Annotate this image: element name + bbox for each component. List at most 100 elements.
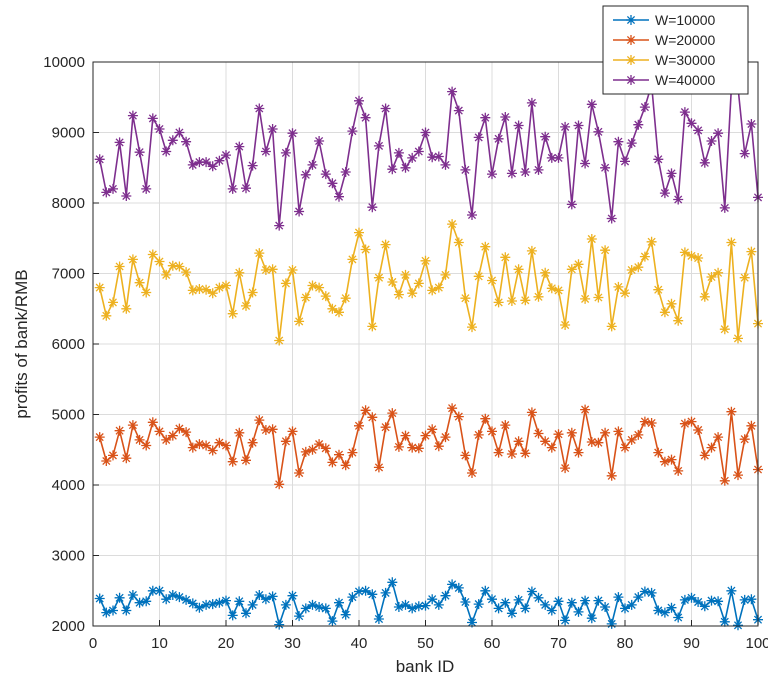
data-point [473,132,484,143]
data-point [653,605,664,616]
data-point [114,261,125,272]
data-point [467,322,477,333]
data-point [114,592,125,603]
data-point [241,455,251,466]
data-point [234,427,245,438]
data-point [367,412,378,423]
data-point [420,430,431,441]
data-point [327,457,338,468]
data-point [260,594,271,605]
data-point [693,125,704,136]
data-point [121,453,132,464]
data-point [586,99,597,110]
data-point [214,282,225,293]
data-point [733,470,743,481]
data-point [706,595,717,606]
data-point [127,420,138,431]
data-point [620,442,630,453]
data-point [127,254,138,265]
data-point [666,168,677,179]
data-point [181,427,192,438]
data-point [467,468,477,478]
data-point [639,416,650,427]
data-point [360,585,371,596]
data-point [513,264,524,275]
legend-marker [626,55,636,65]
data-point [500,597,511,608]
data-point [373,614,384,624]
data-point [400,430,411,441]
y-tick-label: 8000 [52,195,85,212]
y-tick-label: 7000 [52,266,85,283]
data-point [141,596,152,607]
data-point [626,265,637,275]
data-point [287,590,298,601]
data-point [154,124,165,134]
data-point [380,103,391,114]
data-point [626,138,637,149]
data-point [320,603,331,614]
data-point [108,605,118,616]
data-point [520,603,531,614]
legend-label: W=40000 [655,72,716,88]
data-point [693,425,704,435]
data-point [746,246,757,257]
data-point [473,271,484,282]
data-point [201,440,212,451]
data-point [287,128,298,139]
data-point [526,245,537,256]
data-point [327,303,338,314]
y-tick-label: 9000 [52,125,85,142]
data-point [606,213,617,224]
data-point [699,291,710,302]
data-point [413,601,424,612]
data-point [360,244,371,255]
data-point [181,594,192,605]
data-point [726,585,737,596]
data-point [221,440,231,451]
data-point [294,206,305,217]
data-point [487,426,497,437]
data-point [580,158,591,169]
data-point [453,237,464,248]
data-point [393,289,404,300]
data-point [221,280,231,291]
data-point [500,252,511,263]
data-point [300,446,311,457]
data-point [234,141,245,152]
data-point [473,429,484,440]
data-point [606,321,617,332]
data-point [187,442,198,453]
x-tick-label: 30 [284,635,301,652]
legend-marker [626,15,636,25]
data-point [147,249,158,260]
data-point [320,443,331,454]
data-point [427,594,438,605]
data-point [194,439,205,450]
data-point [560,463,571,474]
data-point [693,597,704,607]
data-point [161,434,172,445]
data-point [626,434,637,445]
data-point [420,600,431,611]
data-point [167,430,178,441]
data-point [520,295,531,306]
data-point [94,282,105,293]
data-point [267,424,278,435]
data-point [327,178,338,189]
data-point [334,449,344,460]
data-point [593,126,604,137]
data-point [713,432,724,443]
data-point [141,183,152,194]
data-point [506,168,517,179]
data-point [673,612,684,623]
data-point [666,454,677,465]
data-point [506,608,517,619]
data-point [187,598,198,609]
data-point [360,112,371,123]
x-tick-label: 10 [151,635,168,652]
data-point [247,160,258,171]
data-point [114,425,125,436]
data-point [633,119,644,130]
data-point [719,324,730,335]
